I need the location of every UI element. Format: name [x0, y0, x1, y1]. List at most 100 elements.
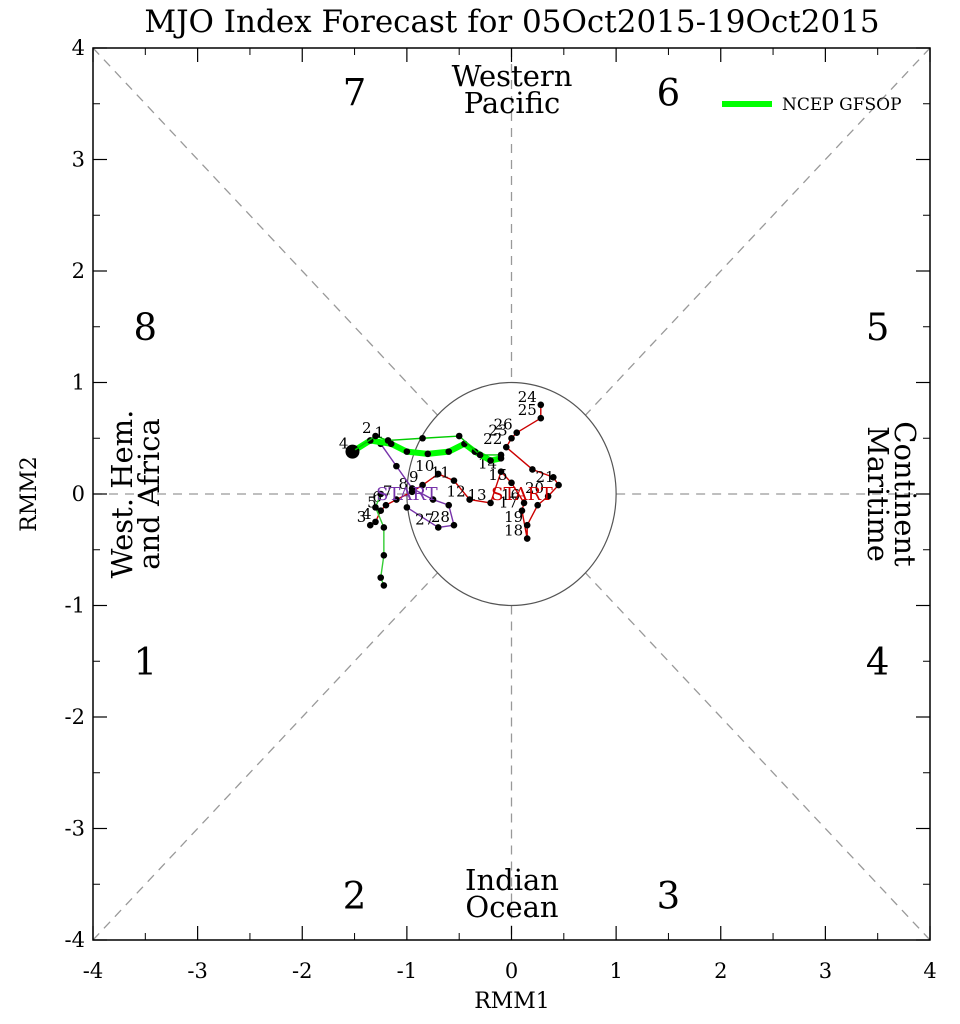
region-label-west: and Africa [132, 418, 166, 570]
series-point [403, 448, 411, 455]
y-tick-label: 4 [72, 36, 85, 60]
point-label: 17 [499, 494, 518, 512]
x-tick-label: 2 [714, 959, 727, 983]
y-tick-label: -2 [65, 705, 85, 729]
start-label: START [491, 484, 553, 505]
series-point [471, 448, 479, 455]
region-label-east: Continent [888, 421, 922, 567]
x-tick-label: 0 [505, 959, 518, 983]
series-point [513, 429, 521, 436]
series-point [497, 468, 505, 476]
series-point [393, 462, 400, 470]
phase-label: 6 [657, 72, 681, 115]
phase-label: 4 [866, 640, 890, 683]
x-tick-label: -1 [397, 959, 417, 983]
series-point [502, 443, 510, 451]
point-label: 18 [504, 522, 523, 540]
region-label: Pacific [464, 86, 561, 120]
series-point [520, 499, 528, 507]
start-label: START [376, 484, 438, 505]
series-point [534, 501, 541, 509]
diagonal-sw [92, 572, 438, 941]
chart-title: MJO Index Forecast for 05Oct2015-19Oct20… [144, 4, 879, 40]
point-label: 21 [535, 468, 554, 486]
series-point [544, 492, 552, 500]
phase-label: 3 [657, 874, 681, 917]
phase-label: 8 [134, 306, 158, 349]
series-point [377, 574, 385, 581]
series-point [555, 481, 562, 489]
point-label: 5 [367, 494, 377, 512]
series-point [419, 481, 426, 489]
series-point [537, 401, 545, 409]
x-tick-label: -3 [187, 959, 207, 983]
region-label: Indian [465, 863, 559, 897]
series-point [380, 552, 388, 559]
series-point [508, 479, 515, 487]
series-point [487, 499, 494, 507]
point-label: 4 [339, 435, 349, 453]
x-axis-label: RMM1 [474, 989, 550, 1014]
point-label: 26 [494, 416, 513, 434]
series-point [419, 434, 426, 442]
series-point [377, 507, 385, 515]
y-tick-label: -3 [65, 817, 85, 841]
point-label: 27 [415, 510, 434, 528]
series-point [349, 448, 356, 455]
point-label: 1 [374, 423, 384, 441]
region-label-east: Maritime [861, 426, 895, 562]
series-point [476, 451, 484, 459]
series-point [380, 582, 388, 589]
series-point [403, 504, 411, 511]
phase-label: 1 [134, 640, 158, 683]
point-label: 6 [372, 488, 382, 506]
region-label-west: West. Hem. [105, 410, 139, 579]
point-label: 8 [399, 475, 409, 493]
y-tick-label: 0 [72, 482, 85, 506]
diagonal-se [585, 572, 931, 941]
y-tick-label: -1 [65, 594, 85, 618]
series-point [529, 466, 536, 473]
region-label: Western [452, 59, 573, 93]
legend: NCEP GFSOP [722, 95, 902, 115]
point-label: 3 [357, 508, 367, 526]
region-label: Ocean [465, 890, 558, 924]
series-lines: 2425262322212019181716151413121110987654… [339, 388, 562, 589]
y-axis-label: RMM2 [17, 456, 42, 532]
diagonal-ne [585, 47, 931, 416]
x-tick-label: 4 [923, 959, 936, 983]
point-label: 10 [415, 457, 434, 475]
phase-label: 2 [343, 874, 367, 917]
phase-label: 5 [866, 306, 890, 349]
series-point [497, 451, 505, 459]
series-point [508, 434, 515, 442]
point-label: 19 [504, 508, 523, 526]
x-tick-label: -2 [292, 959, 312, 983]
series-point [445, 448, 453, 455]
x-axis-ticks: -4 -3 -2 -1 0 1 2 3 4 [83, 48, 937, 983]
series-point [487, 457, 494, 464]
x-tick-label: 1 [609, 959, 622, 983]
series-point [518, 507, 526, 515]
series-point [384, 437, 392, 444]
point-label: 22 [483, 430, 502, 448]
point-label: 16 [501, 486, 520, 504]
diagonal-nw [92, 47, 438, 416]
series-point [377, 490, 385, 498]
point-label: 28 [431, 508, 450, 526]
legend-label: NCEP GFSOP [782, 95, 902, 115]
phase-guides [92, 47, 931, 941]
series-point [372, 518, 379, 526]
y-tick-label: 1 [72, 371, 85, 395]
point-label: 4 [362, 505, 372, 523]
series-point [382, 501, 390, 509]
start-labels: START START [376, 484, 553, 505]
series-point [455, 432, 463, 440]
x-tick-label: -4 [83, 959, 103, 983]
point-label: 25 [518, 401, 537, 419]
series-point [523, 535, 531, 542]
y-tick-label: -4 [65, 928, 85, 952]
series-point [393, 496, 400, 503]
